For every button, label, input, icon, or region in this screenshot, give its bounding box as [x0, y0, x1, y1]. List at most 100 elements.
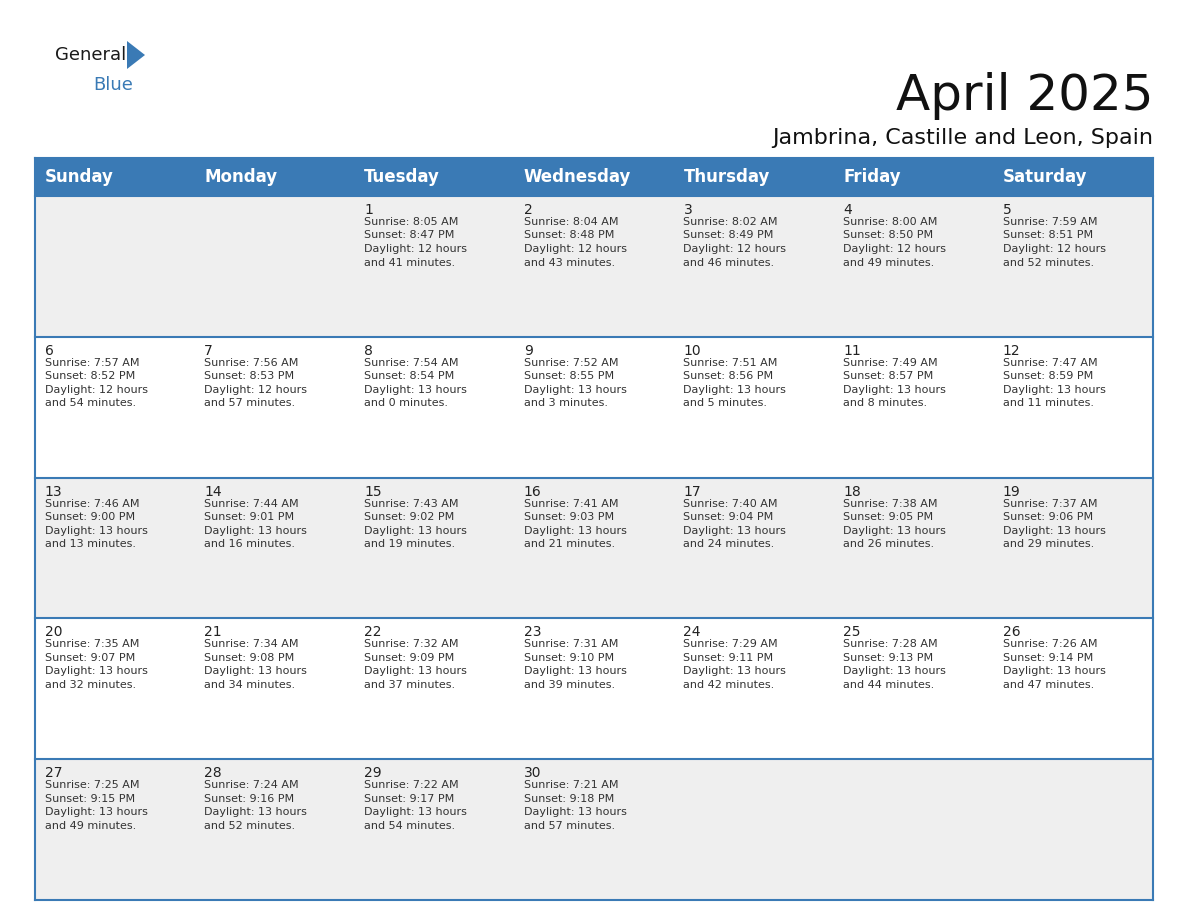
- Text: Daylight: 13 hours: Daylight: 13 hours: [45, 526, 147, 535]
- Text: Daylight: 13 hours: Daylight: 13 hours: [1003, 385, 1106, 395]
- Text: Sunrise: 7:25 AM: Sunrise: 7:25 AM: [45, 780, 139, 790]
- Text: Sunrise: 7:28 AM: Sunrise: 7:28 AM: [843, 640, 937, 649]
- Text: Sunrise: 7:57 AM: Sunrise: 7:57 AM: [45, 358, 139, 368]
- Text: Sunset: 8:59 PM: Sunset: 8:59 PM: [1003, 371, 1093, 381]
- Text: Sunset: 9:18 PM: Sunset: 9:18 PM: [524, 794, 614, 803]
- Text: Jambrina, Castille and Leon, Spain: Jambrina, Castille and Leon, Spain: [772, 128, 1154, 148]
- Bar: [514, 158, 674, 196]
- Text: and 52 minutes.: and 52 minutes.: [1003, 258, 1094, 267]
- Text: 1: 1: [364, 203, 373, 217]
- Bar: [674, 619, 834, 759]
- Text: and 19 minutes.: and 19 minutes.: [364, 539, 455, 549]
- Bar: [354, 759, 514, 900]
- Text: Sunset: 9:02 PM: Sunset: 9:02 PM: [364, 512, 454, 522]
- Text: and 13 minutes.: and 13 minutes.: [45, 539, 135, 549]
- Text: Sunset: 9:07 PM: Sunset: 9:07 PM: [45, 653, 134, 663]
- Text: Sunrise: 7:44 AM: Sunrise: 7:44 AM: [204, 498, 299, 509]
- Text: Sunrise: 7:40 AM: Sunrise: 7:40 AM: [683, 498, 778, 509]
- Text: 12: 12: [1003, 344, 1020, 358]
- Bar: [354, 196, 514, 337]
- Text: Daylight: 13 hours: Daylight: 13 hours: [524, 526, 626, 535]
- Text: and 5 minutes.: and 5 minutes.: [683, 398, 767, 409]
- Bar: [993, 158, 1154, 196]
- Text: and 54 minutes.: and 54 minutes.: [364, 821, 455, 831]
- Polygon shape: [127, 41, 145, 69]
- Text: Daylight: 13 hours: Daylight: 13 hours: [204, 526, 308, 535]
- Text: Sunrise: 7:37 AM: Sunrise: 7:37 AM: [1003, 498, 1098, 509]
- Text: Sunset: 9:11 PM: Sunset: 9:11 PM: [683, 653, 773, 663]
- Text: Sunset: 9:17 PM: Sunset: 9:17 PM: [364, 794, 454, 803]
- Text: Sunrise: 7:47 AM: Sunrise: 7:47 AM: [1003, 358, 1098, 368]
- Text: Daylight: 12 hours: Daylight: 12 hours: [683, 244, 786, 254]
- Text: Sunrise: 7:38 AM: Sunrise: 7:38 AM: [843, 498, 937, 509]
- Text: 19: 19: [1003, 485, 1020, 498]
- Bar: [834, 619, 993, 759]
- Text: 6: 6: [45, 344, 53, 358]
- Bar: [195, 619, 354, 759]
- Bar: [354, 158, 514, 196]
- Text: Sunset: 9:14 PM: Sunset: 9:14 PM: [1003, 653, 1093, 663]
- Text: and 42 minutes.: and 42 minutes.: [683, 680, 775, 690]
- Text: Sunset: 8:57 PM: Sunset: 8:57 PM: [843, 371, 934, 381]
- Text: Sunrise: 7:59 AM: Sunrise: 7:59 AM: [1003, 217, 1098, 227]
- Text: Sunrise: 7:32 AM: Sunrise: 7:32 AM: [364, 640, 459, 649]
- Bar: [514, 477, 674, 619]
- Text: and 44 minutes.: and 44 minutes.: [843, 680, 935, 690]
- Bar: [834, 477, 993, 619]
- Text: 26: 26: [1003, 625, 1020, 640]
- Bar: [514, 337, 674, 477]
- Text: Wednesday: Wednesday: [524, 168, 631, 186]
- Text: Sunset: 9:03 PM: Sunset: 9:03 PM: [524, 512, 614, 522]
- Text: Sunrise: 7:22 AM: Sunrise: 7:22 AM: [364, 780, 459, 790]
- Bar: [354, 477, 514, 619]
- Text: 11: 11: [843, 344, 861, 358]
- Text: Sunset: 8:50 PM: Sunset: 8:50 PM: [843, 230, 934, 241]
- Text: and 8 minutes.: and 8 minutes.: [843, 398, 928, 409]
- Bar: [354, 337, 514, 477]
- Text: Sunset: 9:08 PM: Sunset: 9:08 PM: [204, 653, 295, 663]
- Text: Blue: Blue: [93, 76, 133, 94]
- Text: 24: 24: [683, 625, 701, 640]
- Text: Daylight: 13 hours: Daylight: 13 hours: [843, 666, 946, 677]
- Text: Sunset: 8:54 PM: Sunset: 8:54 PM: [364, 371, 454, 381]
- Text: Sunrise: 7:52 AM: Sunrise: 7:52 AM: [524, 358, 618, 368]
- Text: and 39 minutes.: and 39 minutes.: [524, 680, 615, 690]
- Text: Sunset: 8:56 PM: Sunset: 8:56 PM: [683, 371, 773, 381]
- Text: 7: 7: [204, 344, 213, 358]
- Text: 25: 25: [843, 625, 860, 640]
- Text: 15: 15: [364, 485, 381, 498]
- Bar: [195, 158, 354, 196]
- Text: Sunset: 9:13 PM: Sunset: 9:13 PM: [843, 653, 934, 663]
- Text: and 24 minutes.: and 24 minutes.: [683, 539, 775, 549]
- Text: Daylight: 12 hours: Daylight: 12 hours: [1003, 244, 1106, 254]
- Text: Sunset: 8:55 PM: Sunset: 8:55 PM: [524, 371, 614, 381]
- Text: 23: 23: [524, 625, 542, 640]
- Bar: [34, 158, 195, 196]
- Text: and 16 minutes.: and 16 minutes.: [204, 539, 296, 549]
- Text: and 0 minutes.: and 0 minutes.: [364, 398, 448, 409]
- Text: 30: 30: [524, 767, 542, 780]
- Text: 27: 27: [45, 767, 62, 780]
- Text: Thursday: Thursday: [683, 168, 770, 186]
- Text: Saturday: Saturday: [1003, 168, 1087, 186]
- Text: Sunset: 9:00 PM: Sunset: 9:00 PM: [45, 512, 134, 522]
- Text: Sunrise: 7:51 AM: Sunrise: 7:51 AM: [683, 358, 778, 368]
- Bar: [834, 337, 993, 477]
- Bar: [34, 477, 195, 619]
- Text: Daylight: 13 hours: Daylight: 13 hours: [1003, 526, 1106, 535]
- Text: Sunset: 8:49 PM: Sunset: 8:49 PM: [683, 230, 773, 241]
- Text: Sunrise: 7:31 AM: Sunrise: 7:31 AM: [524, 640, 618, 649]
- Text: Sunrise: 7:46 AM: Sunrise: 7:46 AM: [45, 498, 139, 509]
- Text: Sunset: 9:05 PM: Sunset: 9:05 PM: [843, 512, 934, 522]
- Text: Sunset: 9:04 PM: Sunset: 9:04 PM: [683, 512, 773, 522]
- Text: Daylight: 13 hours: Daylight: 13 hours: [524, 666, 626, 677]
- Text: Daylight: 13 hours: Daylight: 13 hours: [683, 666, 786, 677]
- Text: Daylight: 13 hours: Daylight: 13 hours: [45, 666, 147, 677]
- Text: Sunset: 8:53 PM: Sunset: 8:53 PM: [204, 371, 295, 381]
- Text: Daylight: 13 hours: Daylight: 13 hours: [364, 807, 467, 817]
- Bar: [195, 477, 354, 619]
- Text: Friday: Friday: [843, 168, 901, 186]
- Text: Sunrise: 7:43 AM: Sunrise: 7:43 AM: [364, 498, 459, 509]
- Text: Sunrise: 7:56 AM: Sunrise: 7:56 AM: [204, 358, 298, 368]
- Text: Sunrise: 7:29 AM: Sunrise: 7:29 AM: [683, 640, 778, 649]
